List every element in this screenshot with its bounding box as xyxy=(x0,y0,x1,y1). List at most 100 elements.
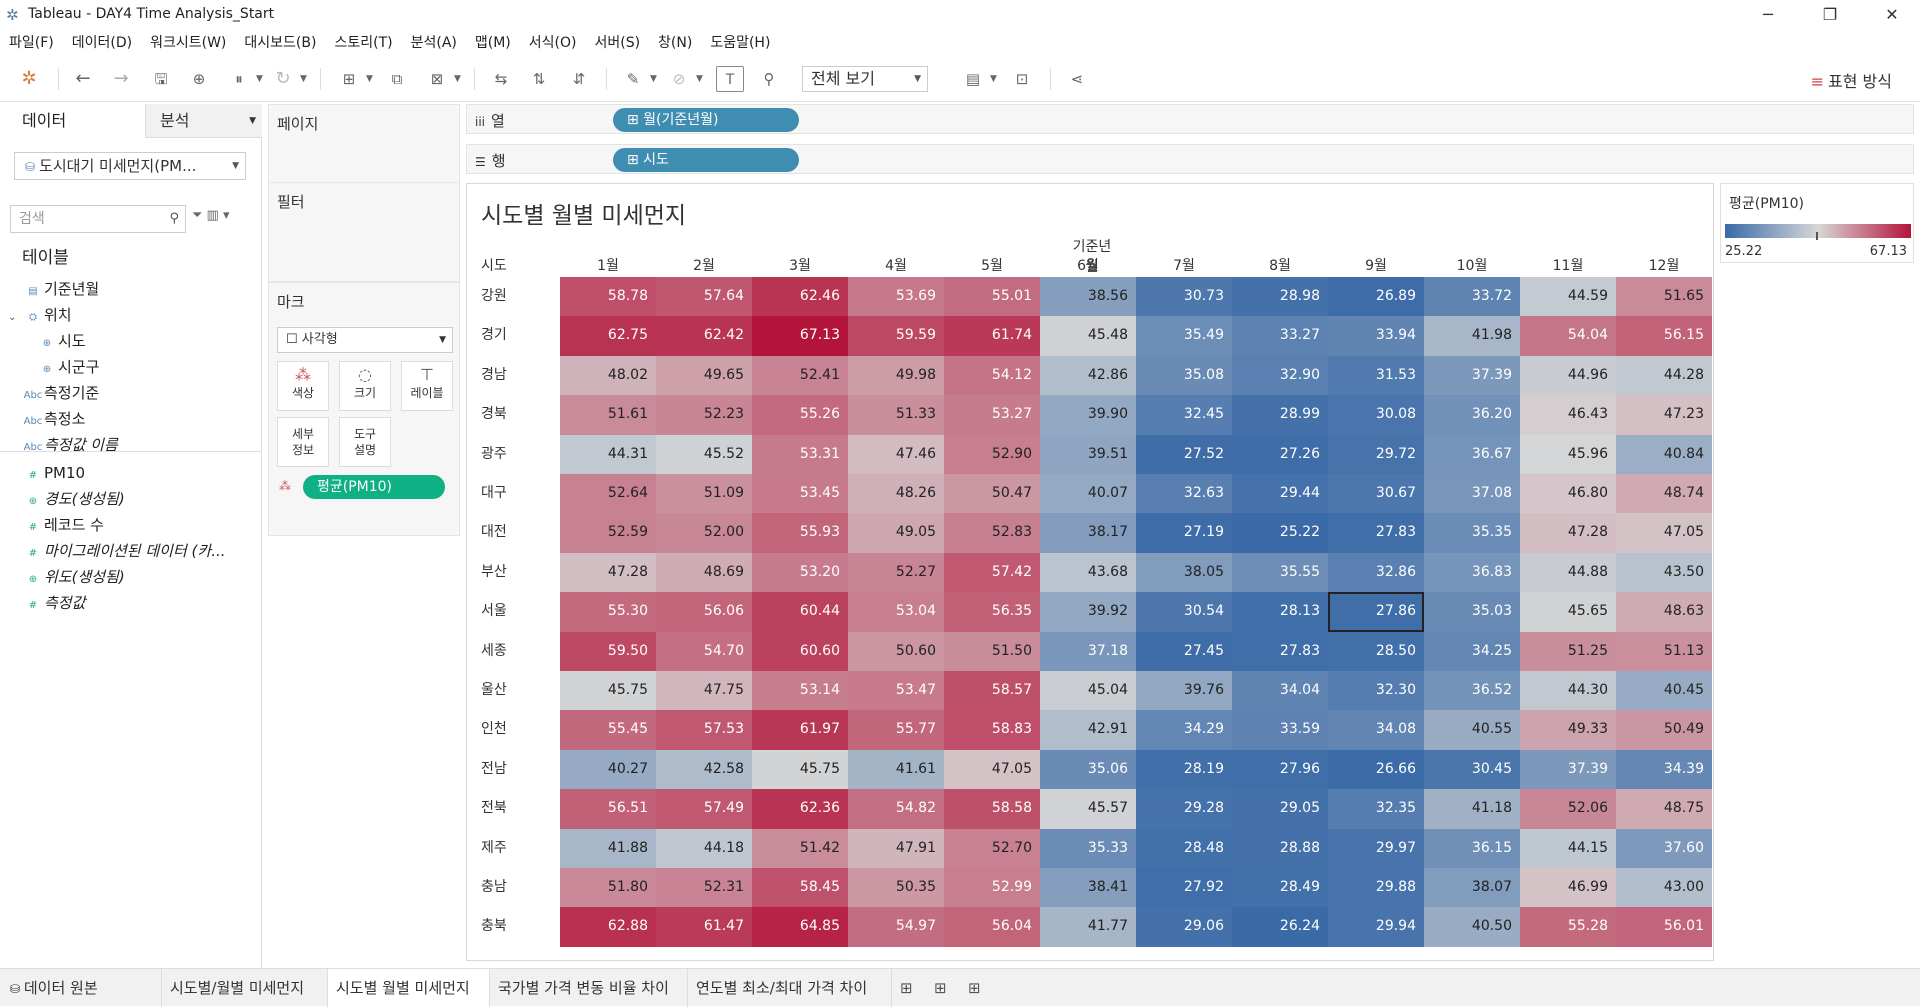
column-header[interactable]: 12월 xyxy=(1648,258,1680,274)
heatmap-cell[interactable]: 51.33 xyxy=(848,395,944,436)
heatmap-cell[interactable]: 59.59 xyxy=(848,316,944,357)
refresh-dropdown-icon[interactable]: ▼ xyxy=(300,74,307,84)
menu-item-6[interactable]: 맵(M) xyxy=(474,35,511,51)
heatmap-cell[interactable]: 40.84 xyxy=(1616,434,1712,475)
heatmap-cell[interactable]: 50.35 xyxy=(848,868,944,908)
heatmap-cell[interactable]: 33.94 xyxy=(1328,316,1424,357)
menu-item-7[interactable]: 서식(O) xyxy=(528,35,577,51)
field-item[interactable]: # 마이그레이션된 데이터 (카... xyxy=(22,538,226,564)
menu-item-9[interactable]: 창(N) xyxy=(658,35,693,51)
heatmap-cell[interactable]: 45.52 xyxy=(656,434,752,475)
heatmap-cell[interactable]: 36.20 xyxy=(1424,395,1520,436)
heatmap-cell[interactable]: 51.13 xyxy=(1616,631,1712,672)
share-icon[interactable]: ⋖ xyxy=(1070,70,1084,88)
sort-descending-icon[interactable]: ⇵ xyxy=(572,70,586,88)
heatmap-cell[interactable]: 52.70 xyxy=(944,828,1040,869)
heatmap-cell[interactable]: 27.96 xyxy=(1232,749,1328,790)
heatmap-cell[interactable]: 64.85 xyxy=(752,907,848,948)
heatmap-cell[interactable]: 48.02 xyxy=(560,355,656,396)
heatmap-cell[interactable]: 47.05 xyxy=(1616,513,1712,554)
heatmap-cell[interactable]: 42.86 xyxy=(1040,355,1136,396)
heatmap-cell[interactable]: 61.47 xyxy=(656,907,752,948)
heatmap-cell[interactable]: 40.55 xyxy=(1424,710,1520,751)
heatmap-cell[interactable]: 33.59 xyxy=(1232,710,1328,751)
minimize-button[interactable]: ─ xyxy=(1763,5,1773,24)
heatmap-cell[interactable]: 35.55 xyxy=(1232,552,1328,593)
heatmap-cell[interactable]: 55.28 xyxy=(1520,907,1616,948)
heatmap-cell[interactable]: 45.48 xyxy=(1040,316,1136,357)
heatmap-cell[interactable]: 52.59 xyxy=(560,513,656,554)
column-header[interactable]: 1월 xyxy=(597,258,619,274)
menu-item-2[interactable]: 워크시트(W) xyxy=(150,35,227,51)
column-header[interactable]: 11월 xyxy=(1552,258,1584,274)
heatmap-cell[interactable]: 39.90 xyxy=(1040,395,1136,436)
search-input[interactable]: 검색 ⚲ xyxy=(10,205,186,233)
heatmap-cell[interactable]: 54.82 xyxy=(848,789,944,830)
heatmap-cell[interactable]: 30.73 xyxy=(1136,277,1232,317)
heatmap-cell[interactable]: 50.60 xyxy=(848,631,944,672)
heatmap-cell[interactable]: 35.06 xyxy=(1040,749,1136,790)
heatmap-cell[interactable]: 56.35 xyxy=(944,592,1040,633)
heatmap-cell[interactable]: 30.45 xyxy=(1424,749,1520,790)
heatmap-cell[interactable]: 46.43 xyxy=(1520,395,1616,436)
menu-item-8[interactable]: 서버(S) xyxy=(594,35,641,51)
sheet-tab[interactable]: 시도별 월별 미세먼지 xyxy=(328,969,490,1007)
heatmap-cell[interactable]: 53.04 xyxy=(848,592,944,633)
heatmap-cell[interactable]: 51.80 xyxy=(560,868,656,908)
heatmap-cell[interactable]: 56.01 xyxy=(1616,907,1712,948)
heatmap-cell[interactable]: 41.18 xyxy=(1424,789,1520,830)
heatmap-cell[interactable]: 34.25 xyxy=(1424,631,1520,672)
heatmap-cell[interactable]: 37.39 xyxy=(1424,355,1520,396)
heatmap-cell[interactable]: 25.22 xyxy=(1232,513,1328,554)
heatmap-cell[interactable]: 35.49 xyxy=(1136,316,1232,357)
heatmap-cell[interactable]: 48.69 xyxy=(656,552,752,593)
heatmap-cell[interactable]: 38.41 xyxy=(1040,868,1136,908)
row-header[interactable]: 대구 xyxy=(481,485,507,501)
heatmap-cell[interactable]: 29.28 xyxy=(1136,789,1232,830)
heatmap-cell[interactable]: 53.45 xyxy=(752,474,848,514)
heatmap-cell[interactable]: 28.49 xyxy=(1232,868,1328,908)
heatmap-cell[interactable]: 27.45 xyxy=(1136,631,1232,672)
heatmap-cell[interactable]: 52.00 xyxy=(656,513,752,554)
heatmap-cell[interactable]: 62.88 xyxy=(560,907,656,948)
heatmap-cell[interactable]: 57.42 xyxy=(944,552,1040,593)
column-header[interactable]: 5월 xyxy=(981,258,1003,274)
heatmap-cell[interactable]: 52.41 xyxy=(752,355,848,396)
columns-month-pill[interactable]: ⊞ 월(기준년월) xyxy=(613,108,799,132)
sheet-tab[interactable]: 연도별 최소/최대 가격 차이 xyxy=(688,969,892,1007)
heatmap-cell[interactable]: 27.92 xyxy=(1136,868,1232,908)
heatmap-cell[interactable]: 52.31 xyxy=(656,868,752,908)
heatmap-cell[interactable]: 60.60 xyxy=(752,631,848,672)
cards-dropdown-icon[interactable]: ▼ xyxy=(990,74,997,84)
refresh-icon[interactable]: ↻ xyxy=(275,68,291,89)
row-header[interactable]: 광주 xyxy=(481,445,507,462)
row-header[interactable]: 충북 xyxy=(481,918,507,935)
heatmap-cell[interactable]: 31.53 xyxy=(1328,355,1424,396)
columns-shelf[interactable]: iii 열 ⊞ 월(기준년월) xyxy=(466,104,1914,134)
heatmap-cell[interactable]: 56.04 xyxy=(944,907,1040,948)
show-me-button[interactable]: ≡ 표현 방식 xyxy=(1811,68,1892,92)
menu-item-0[interactable]: 파일(F) xyxy=(9,35,54,51)
color-legend[interactable]: 평균(PM10) 25.22 67.13 xyxy=(1720,183,1914,263)
new-worksheet-dropdown-icon[interactable]: ▼ xyxy=(366,74,373,84)
heatmap-cell[interactable]: 38.07 xyxy=(1424,868,1520,908)
heatmap-cell[interactable]: 32.35 xyxy=(1328,789,1424,830)
heatmap-cell[interactable]: 28.48 xyxy=(1136,828,1232,869)
heatmap-cell[interactable]: 32.30 xyxy=(1328,671,1424,711)
heatmap-cell[interactable]: 53.31 xyxy=(752,434,848,475)
heatmap-cell[interactable]: 39.51 xyxy=(1040,434,1136,475)
new-worksheet-tab-icon[interactable]: ⊞ xyxy=(900,979,913,997)
heatmap-cell[interactable]: 45.65 xyxy=(1520,592,1616,633)
menu-item-5[interactable]: 분석(A) xyxy=(410,35,457,51)
heatmap-cell[interactable]: 48.74 xyxy=(1616,474,1712,514)
heatmap-cell[interactable]: 27.52 xyxy=(1136,434,1232,475)
heatmap-cell[interactable]: 43.00 xyxy=(1616,868,1712,908)
heatmap-cell[interactable]: 52.27 xyxy=(848,552,944,593)
heatmap-cell[interactable]: 55.26 xyxy=(752,395,848,436)
heatmap-cell[interactable]: 34.08 xyxy=(1328,710,1424,751)
heatmap-cell[interactable]: 30.08 xyxy=(1328,395,1424,436)
save-icon[interactable]: 🖫 xyxy=(154,70,168,88)
row-header[interactable]: 경북 xyxy=(481,406,507,423)
sort-ascending-icon[interactable]: ⇅ xyxy=(532,70,546,88)
heatmap-cell[interactable]: 42.58 xyxy=(656,749,752,790)
